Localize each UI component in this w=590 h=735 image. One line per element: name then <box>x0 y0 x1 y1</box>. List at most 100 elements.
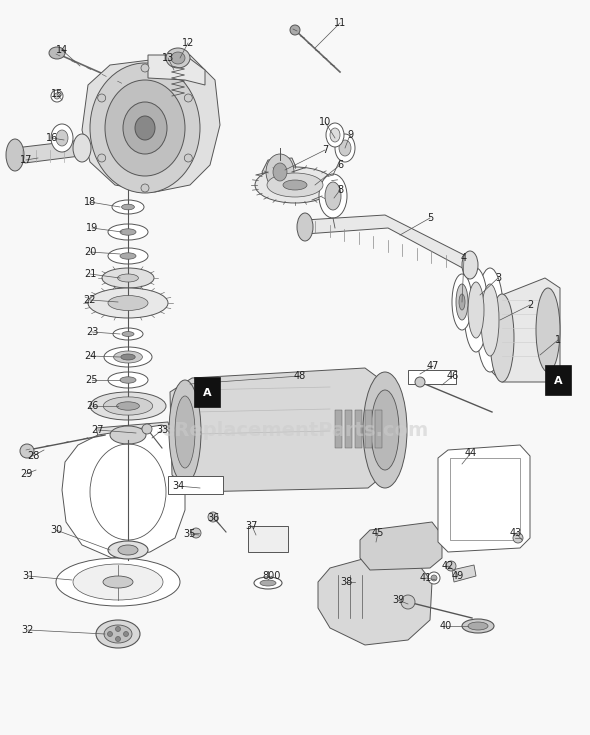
Ellipse shape <box>108 541 148 559</box>
Ellipse shape <box>105 80 185 176</box>
Text: 800: 800 <box>263 571 281 581</box>
Ellipse shape <box>56 130 68 146</box>
Text: 26: 26 <box>86 401 98 411</box>
Ellipse shape <box>118 545 138 555</box>
Text: 2: 2 <box>527 300 533 310</box>
Text: 20: 20 <box>84 247 96 257</box>
Ellipse shape <box>468 622 488 630</box>
Ellipse shape <box>108 372 148 388</box>
Ellipse shape <box>166 48 190 68</box>
Text: 31: 31 <box>22 571 34 581</box>
Bar <box>335 410 342 448</box>
Ellipse shape <box>283 180 307 190</box>
Ellipse shape <box>462 619 494 633</box>
Ellipse shape <box>88 288 168 318</box>
Ellipse shape <box>102 268 154 288</box>
Ellipse shape <box>266 154 294 190</box>
Bar <box>194 377 220 407</box>
Circle shape <box>107 631 113 637</box>
Ellipse shape <box>476 268 504 372</box>
Text: 37: 37 <box>246 521 258 531</box>
Text: eReplacementParts.com: eReplacementParts.com <box>162 420 428 440</box>
Text: 32: 32 <box>22 625 34 635</box>
Text: 1: 1 <box>555 335 561 345</box>
Circle shape <box>142 424 152 434</box>
Ellipse shape <box>363 372 407 488</box>
Bar <box>545 365 571 395</box>
Ellipse shape <box>121 354 135 360</box>
Text: 3: 3 <box>495 273 501 283</box>
Ellipse shape <box>120 229 136 235</box>
Ellipse shape <box>120 253 136 259</box>
Text: A: A <box>203 388 211 398</box>
Text: 12: 12 <box>182 38 194 48</box>
Text: 49: 49 <box>452 571 464 581</box>
Ellipse shape <box>490 294 514 382</box>
Polygon shape <box>318 552 432 645</box>
Circle shape <box>141 64 149 72</box>
Polygon shape <box>438 445 530 552</box>
Ellipse shape <box>108 224 148 240</box>
Text: 39: 39 <box>392 595 404 605</box>
Ellipse shape <box>169 380 201 484</box>
Ellipse shape <box>108 295 148 310</box>
Ellipse shape <box>135 116 155 140</box>
Ellipse shape <box>371 390 399 470</box>
Ellipse shape <box>108 248 148 264</box>
Circle shape <box>51 90 63 102</box>
Text: 10: 10 <box>319 117 331 127</box>
Polygon shape <box>15 140 88 163</box>
Ellipse shape <box>51 124 73 152</box>
Ellipse shape <box>462 251 478 279</box>
Ellipse shape <box>56 558 180 606</box>
Bar <box>375 410 382 448</box>
Text: 41: 41 <box>420 573 432 583</box>
Text: 19: 19 <box>86 223 98 233</box>
Ellipse shape <box>468 282 484 338</box>
Text: 23: 23 <box>86 327 98 337</box>
Text: 8: 8 <box>337 185 343 195</box>
Ellipse shape <box>267 173 323 197</box>
Circle shape <box>290 25 300 35</box>
Ellipse shape <box>325 182 341 210</box>
Polygon shape <box>452 565 476 582</box>
Ellipse shape <box>339 140 351 156</box>
Text: 43: 43 <box>510 528 522 538</box>
Ellipse shape <box>122 331 134 337</box>
Ellipse shape <box>73 564 163 600</box>
Ellipse shape <box>297 213 313 241</box>
Text: 30: 30 <box>50 525 62 535</box>
Ellipse shape <box>330 128 340 142</box>
Ellipse shape <box>335 134 355 162</box>
Text: 15: 15 <box>51 89 63 99</box>
Text: 33: 33 <box>156 425 168 435</box>
Text: 17: 17 <box>20 155 32 165</box>
Circle shape <box>431 575 437 581</box>
Text: 21: 21 <box>84 269 96 279</box>
Text: 18: 18 <box>84 197 96 207</box>
Circle shape <box>428 572 440 584</box>
Ellipse shape <box>117 274 139 282</box>
Text: 47: 47 <box>427 361 439 371</box>
Ellipse shape <box>96 620 140 648</box>
Circle shape <box>116 626 120 631</box>
Circle shape <box>98 94 106 102</box>
Text: 42: 42 <box>442 561 454 571</box>
Circle shape <box>415 377 425 387</box>
Circle shape <box>98 154 106 162</box>
Ellipse shape <box>326 123 344 147</box>
Ellipse shape <box>117 402 139 410</box>
Bar <box>248 526 288 552</box>
Text: 6: 6 <box>337 160 343 170</box>
Ellipse shape <box>319 174 347 218</box>
Ellipse shape <box>481 284 499 356</box>
Text: 11: 11 <box>334 18 346 28</box>
Circle shape <box>123 631 129 637</box>
Circle shape <box>141 184 149 192</box>
Ellipse shape <box>260 580 276 586</box>
Text: 13: 13 <box>162 53 174 63</box>
Polygon shape <box>262 158 298 184</box>
Ellipse shape <box>112 200 144 214</box>
Text: 16: 16 <box>46 133 58 143</box>
Polygon shape <box>305 215 470 272</box>
